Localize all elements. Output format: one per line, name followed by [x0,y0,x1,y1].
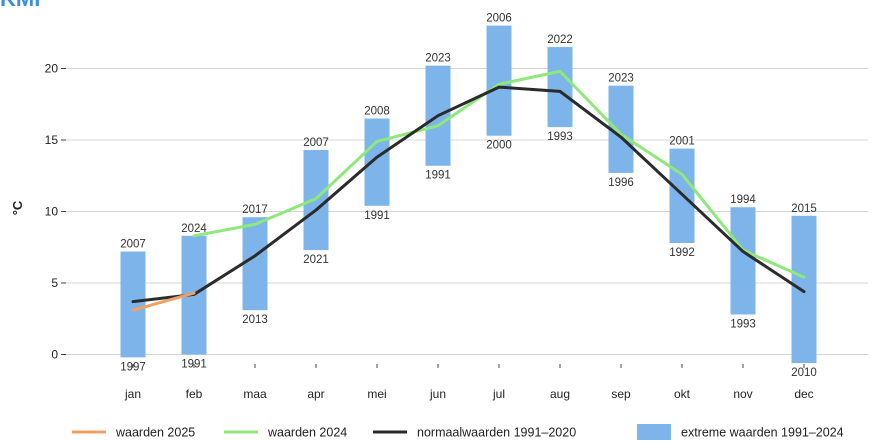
min-year-label: 1992 [669,247,695,259]
y-tick-label: 0 [51,348,58,362]
min-year-label: 1991 [425,170,451,182]
y-tick-label: 20 [45,62,59,76]
max-year-label: 2022 [547,34,573,46]
min-year-label: 2021 [303,254,329,266]
extreme-bar-maa [242,217,268,311]
min-year-label: 1996 [608,177,634,189]
max-year-label: 2001 [669,136,695,148]
x-tick-label: mei [367,387,386,401]
min-year-label: 1993 [730,318,756,330]
x-tick-label: feb [186,387,203,401]
extreme-bar-jul [486,25,512,136]
extreme-bar-aug [547,47,573,128]
x-tick-label: nov [733,387,752,401]
series-lines [131,69,806,312]
max-year-label: 1994 [730,194,756,206]
max-year-label: 2017 [242,204,268,216]
y-tick-label: 10 [45,205,59,219]
series-line-waarden-2024 [192,69,806,279]
header-text: KMI [0,0,40,12]
min-year-label: 2010 [791,367,817,379]
min-year-label: 2000 [486,140,512,152]
min-year-label: 1993 [547,131,573,143]
legend-normaalwaarden-label: normaalwaarden 1991–2020 [417,426,576,440]
max-year-label: 2023 [608,73,634,85]
max-year-label: 2008 [364,106,390,118]
max-year-label: 2023 [425,53,451,65]
max-year-label: 2006 [486,13,512,25]
y-axis-label: °C [10,200,25,215]
extreme-bar-dec [791,215,817,364]
x-tick-label: sep [611,387,631,401]
max-year-label: 2015 [791,203,817,215]
max-year-label: 2007 [303,137,329,149]
x-tick-label: maa [243,387,267,401]
max-year-label: 2007 [120,239,146,251]
legend-extreme-waarden-label: extreme waarden 1991–2024 [681,426,844,440]
extreme-bar-nov [730,207,756,315]
series-line-waarden-2025 [131,291,196,312]
x-tick-label: jan [124,387,141,401]
x-tick-label: jul [492,387,505,401]
min-year-label: 2013 [242,314,268,326]
legend-extreme-waarden-key [637,424,671,440]
extreme-bar-mei [364,118,390,206]
legend-waarden-2024-label: waarden 2024 [267,426,347,440]
x-tick-label: dec [794,387,813,401]
y-tick-label: 5 [51,276,58,290]
legend-waarden-2025-label: waarden 2025 [115,426,195,440]
min-year-label: 1991 [364,210,390,222]
x-tick-label: okt [674,387,691,401]
x-tick-label: jun [429,387,446,401]
x-tick-label: apr [307,387,324,401]
extreme-bar-jan [120,251,146,358]
extreme-bars: 2007199720241991201720132007202120081991… [120,13,817,379]
y-axis: 0 5 10 15 20 [45,62,66,362]
y-tick-label: 15 [45,133,59,147]
series-line-normaalwaarden [131,85,806,304]
max-year-label: 2024 [181,223,207,235]
x-axis: jan feb maa apr mei jun jul aug sep okt nov dec [124,364,814,401]
x-tick-label: aug [550,387,570,401]
legend: waarden 2025 waarden 2024 normaalwaarden 1… [72,424,844,440]
